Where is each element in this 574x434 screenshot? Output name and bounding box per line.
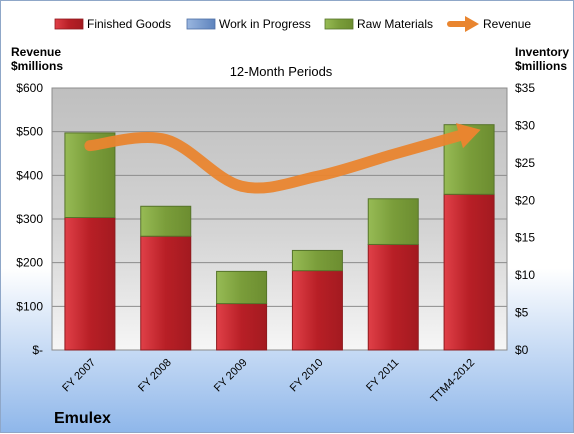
left-tick-label: $100 xyxy=(16,299,43,313)
left-axis-title-line2: $millions xyxy=(11,59,63,73)
legend-arrowhead-revenue xyxy=(465,16,479,32)
right-tick-label: $0 xyxy=(515,343,529,357)
x-tick-label: FY 2008 xyxy=(136,357,174,395)
legend-label-raw-materials: Raw Materials xyxy=(357,17,433,31)
x-tick-label: FY 2007 xyxy=(60,357,98,395)
right-tick-label: $10 xyxy=(515,268,535,282)
chart-title: 12-Month Periods xyxy=(230,64,333,79)
x-tick-label: FY 2010 xyxy=(288,357,326,395)
bar-finished-goods xyxy=(216,303,268,351)
bar-finished-goods xyxy=(367,243,419,351)
bar-raw-materials xyxy=(291,249,343,272)
left-tick-label: $600 xyxy=(16,81,43,95)
left-axis-title-line1: Revenue xyxy=(11,45,61,59)
bar-raw-materials xyxy=(367,198,419,245)
right-axis-ticks: $0 $5 $10 $15 $20 $25 $30 $35 xyxy=(515,81,535,357)
right-tick-label: $20 xyxy=(515,193,535,207)
revenue-line xyxy=(84,123,481,194)
right-tick-label: $25 xyxy=(515,156,535,170)
legend: Finished Goods Work in Progress Raw Mate… xyxy=(54,16,531,32)
right-tick-label: $5 xyxy=(515,306,529,320)
legend-swatch-raw-materials xyxy=(324,18,354,30)
bars xyxy=(64,124,495,351)
bar-raw-materials xyxy=(216,270,268,305)
right-tick-label: $15 xyxy=(515,231,535,245)
right-axis-title-line2: $millions xyxy=(515,59,567,73)
bar-finished-goods xyxy=(64,217,116,351)
legend-label-work-in-progress: Work in Progress xyxy=(219,17,311,31)
legend-label-revenue: Revenue xyxy=(483,17,531,31)
legend-label-finished-goods: Finished Goods xyxy=(87,17,171,31)
x-tick-label: FY 2011 xyxy=(364,357,401,394)
left-tick-label: $500 xyxy=(16,125,43,139)
x-axis-ticks: FY 2007 FY 2008 FY 2009 FY 2010 FY 2011 TTM4-… xyxy=(60,357,477,406)
gridlines xyxy=(52,87,507,307)
bar-finished-goods xyxy=(140,235,192,351)
left-axis-ticks: $- $100 $200 $300 $400 $500 $600 xyxy=(16,81,43,357)
left-tick-label: $300 xyxy=(16,212,43,226)
legend-swatch-finished-goods xyxy=(54,18,84,30)
left-tick-label: $200 xyxy=(16,256,43,270)
bar-finished-goods xyxy=(291,270,343,351)
bar-finished-goods xyxy=(443,193,495,351)
revenue-line-path xyxy=(84,127,475,194)
right-tick-label: $30 xyxy=(515,118,535,132)
company-name: Emulex xyxy=(54,410,111,427)
x-tick-label: FY 2009 xyxy=(212,357,250,395)
right-tick-label: $35 xyxy=(515,81,535,95)
left-tick-label: $400 xyxy=(16,168,43,182)
bar-raw-materials xyxy=(140,205,192,237)
legend-swatch-work-in-progress xyxy=(186,18,216,30)
revenue-line-arrowhead xyxy=(455,123,481,149)
left-tick-label: $- xyxy=(32,343,43,357)
x-tick-label: TTM4-2012 xyxy=(429,357,478,406)
right-axis-title-line1: Inventory xyxy=(515,45,569,59)
